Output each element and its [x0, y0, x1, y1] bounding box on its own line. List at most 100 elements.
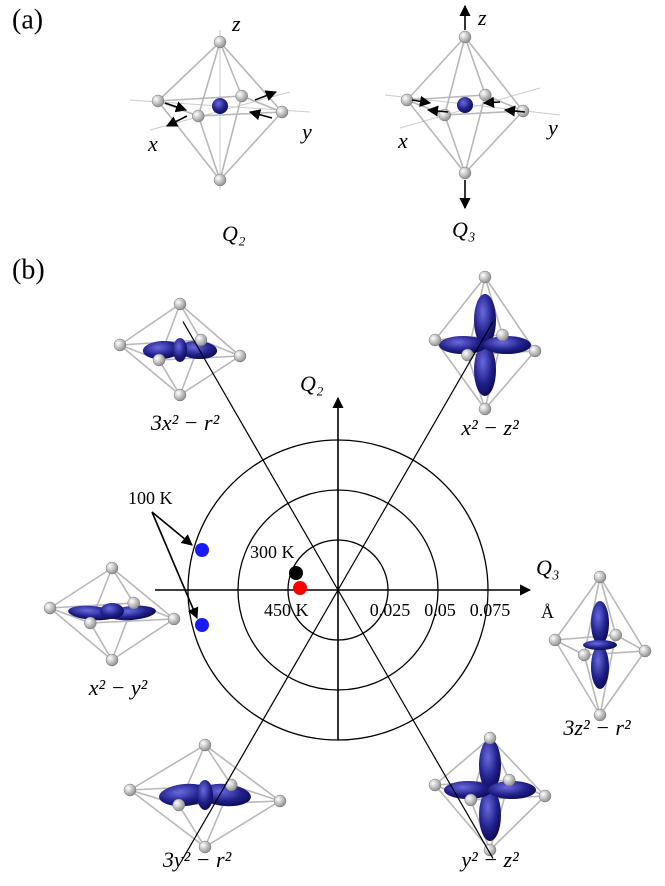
data-point	[293, 581, 307, 595]
atom	[214, 36, 226, 48]
atom	[174, 389, 186, 401]
axis-label: y	[300, 119, 312, 144]
atom	[236, 90, 248, 102]
line	[112, 619, 174, 660]
atom	[457, 97, 473, 113]
line	[120, 304, 180, 345]
atom	[484, 732, 496, 744]
line	[198, 116, 220, 180]
drawing: 0.025 0.05 0.075 100 K 300 K 450 K	[44, 6, 651, 858]
atom	[429, 779, 441, 791]
point-label: 300 K	[250, 542, 295, 562]
atom	[124, 784, 136, 796]
atom	[479, 271, 491, 283]
atom	[459, 167, 471, 179]
line	[180, 356, 240, 395]
atom	[274, 795, 286, 807]
axis-title: Q₃	[536, 555, 560, 580]
atom	[497, 329, 509, 341]
mode-label: Q₂	[222, 221, 246, 246]
atom	[539, 790, 551, 802]
atom	[114, 339, 126, 351]
atom	[429, 334, 441, 346]
orbital-lobe	[591, 601, 609, 645]
orbital-lobe	[197, 780, 213, 810]
atom	[465, 794, 477, 806]
axis-label: x	[397, 128, 408, 153]
atom	[503, 774, 515, 786]
atom	[128, 597, 140, 609]
atom	[106, 562, 118, 574]
line	[50, 568, 112, 608]
line	[220, 42, 282, 112]
atom	[106, 654, 118, 666]
atom	[479, 89, 491, 101]
atom	[214, 174, 226, 186]
line	[152, 512, 192, 545]
atom	[173, 799, 185, 811]
orbital-label: x² − z²	[460, 415, 519, 440]
axis-label: x	[147, 131, 158, 156]
line	[165, 103, 186, 110]
line	[220, 42, 242, 96]
mode-label: Q₃	[452, 217, 476, 242]
orbital-lobe	[100, 603, 124, 619]
orbital-label: 3y² − r²	[162, 847, 232, 872]
atom	[212, 98, 228, 114]
atom	[168, 613, 180, 625]
atom	[610, 629, 622, 641]
orbital-label: y² − z²	[459, 847, 519, 872]
line	[205, 801, 280, 847]
atom	[174, 298, 186, 310]
atom	[195, 334, 207, 346]
atom	[578, 649, 590, 661]
figure: 0.0250.050.075100 K300 K450 K (a) (b) z …	[0, 0, 665, 886]
atom	[549, 634, 561, 646]
point-label: 450 K	[264, 600, 309, 620]
axis-label: z	[231, 11, 241, 36]
atom	[199, 739, 211, 751]
panel-label: (a)	[12, 4, 43, 35]
orbital-lobe	[591, 645, 609, 689]
atom	[276, 106, 288, 118]
atom	[153, 354, 165, 366]
line	[130, 745, 205, 790]
ring-label: 0.025	[370, 600, 411, 620]
ring-label: 0.05	[424, 600, 456, 620]
atom	[84, 617, 96, 629]
axis-label: y	[546, 115, 558, 140]
atom	[192, 110, 204, 122]
panel-label: (b)	[12, 254, 45, 285]
atom	[44, 602, 56, 614]
atom	[479, 403, 491, 415]
line	[205, 745, 231, 785]
atom	[234, 350, 246, 362]
point-label: 100 K	[128, 488, 173, 508]
atom	[152, 95, 164, 107]
line	[445, 115, 465, 173]
axis-label: z	[477, 5, 487, 30]
atom	[225, 779, 237, 791]
line	[407, 95, 485, 100]
line	[465, 37, 523, 111]
atom	[401, 94, 413, 106]
orbital-lobe	[173, 338, 187, 362]
orbital-label: x² − y²	[88, 675, 148, 700]
data-point	[195, 618, 209, 632]
data-point	[195, 543, 209, 557]
data-point	[289, 566, 303, 580]
ring-label: 0.075	[470, 600, 511, 620]
orbital-lobe	[583, 640, 617, 650]
axis-title: Q₂	[300, 371, 324, 396]
line	[465, 37, 485, 95]
line	[484, 102, 500, 103]
orbital-label: 3x² − r²	[150, 410, 220, 435]
atom	[529, 345, 541, 357]
line	[158, 96, 242, 101]
atom	[594, 571, 606, 583]
atom	[639, 645, 651, 657]
orbital-label: 3z² − r²	[562, 715, 631, 740]
atom	[459, 31, 471, 43]
unit-label: Å	[541, 602, 554, 622]
line	[90, 623, 112, 660]
